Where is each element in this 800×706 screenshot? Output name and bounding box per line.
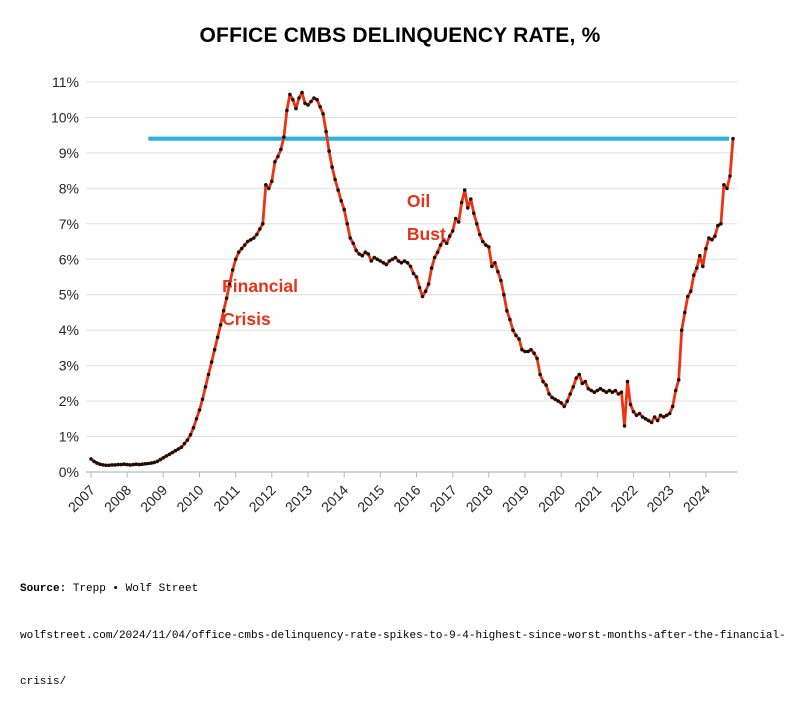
- svg-text:Financial: Financial: [222, 276, 298, 296]
- x-tick-label: 2011: [210, 482, 243, 515]
- y-tick-label: 7%: [59, 216, 79, 232]
- chart-title: OFFICE CMBS DELINQUENCY RATE, %: [199, 24, 601, 47]
- y-tick-label: 4%: [59, 322, 79, 338]
- source-label: Source:: [20, 583, 67, 595]
- x-tick-label: 2014: [318, 482, 351, 515]
- x-tick-label: 2017: [426, 482, 459, 515]
- source-credit-line: Source: Trepp • Wolf Street: [20, 582, 790, 598]
- svg-text:Oil: Oil: [407, 191, 430, 211]
- x-tick-label: 2024: [680, 482, 713, 515]
- source-url-line2: crisis/: [20, 676, 67, 688]
- annotation-oil-bust: Oil Bust: [407, 191, 446, 244]
- y-tick-label: 0%: [59, 464, 79, 480]
- x-tick-label: 2019: [499, 482, 532, 515]
- x-tick-label: 2013: [282, 482, 315, 515]
- x-tick-label: 2023: [643, 482, 676, 515]
- y-tick-label: 8%: [59, 180, 79, 196]
- series-line: [89, 91, 735, 467]
- x-tick-label: 2020: [535, 482, 568, 515]
- x-tick-label: 2010: [173, 482, 206, 515]
- y-tick-label: 11%: [52, 74, 79, 90]
- y-tick-label: 2%: [59, 393, 79, 409]
- y-tick-label: 5%: [59, 287, 79, 303]
- y-axis-labels: 0% 1% 2% 3% 4% 5% 6% 7% 8% 9% 10% 11%: [51, 74, 79, 480]
- annotation-financial-crisis: Financial Crisis: [222, 276, 298, 329]
- y-tick-label: 10%: [51, 110, 79, 126]
- svg-text:Crisis: Crisis: [222, 309, 271, 329]
- x-tick-label: 2018: [463, 482, 496, 515]
- x-tick-label: 2007: [65, 482, 98, 515]
- y-tick-label: 3%: [59, 358, 79, 374]
- y-tick-label: 9%: [59, 145, 79, 161]
- x-tick-label: 2012: [246, 482, 279, 515]
- svg-text:Bust: Bust: [407, 224, 446, 244]
- x-axis: [86, 471, 737, 478]
- x-tick-label: 2009: [137, 482, 170, 515]
- x-axis-labels: 2007 2008 2009 2010 2011 2012 2013 2014 2015 2016…: [65, 482, 713, 515]
- x-tick-label: 2008: [101, 482, 134, 515]
- x-tick-label: 2016: [390, 482, 423, 515]
- data-point-markers: [89, 90, 735, 468]
- source-url-line1: wolfstreet.com/2024/11/04/office-cmbs-de…: [20, 629, 786, 642]
- x-tick-label: 2021: [571, 482, 604, 515]
- x-tick-label: 2015: [354, 482, 387, 515]
- gridlines: [86, 81, 737, 437]
- source-credit: Trepp • Wolf Street: [66, 583, 199, 595]
- chart-svg: 0%1%2%3%4%5%6%7%8%9%10%11%2007 2008 2009 20…: [51, 74, 737, 515]
- x-tick-label: 2022: [607, 482, 640, 515]
- source-note: Source: Trepp • Wolf Street wolfstreet.c…: [20, 551, 790, 706]
- y-tick-label: 1%: [59, 429, 79, 445]
- y-tick-label: 6%: [59, 251, 79, 267]
